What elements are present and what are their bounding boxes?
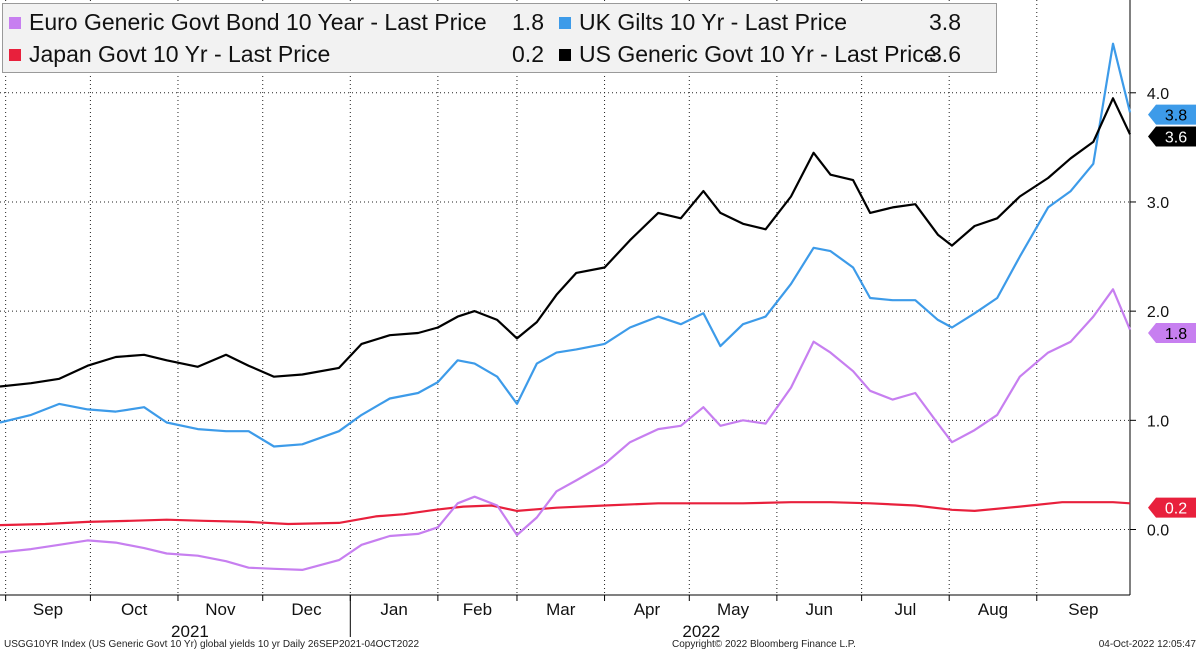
legend-value-uk: 3.8 (929, 9, 961, 35)
x-tick-label: Jan (380, 600, 407, 619)
end-label-tag (1148, 126, 1196, 147)
end-label-value: 3.8 (1165, 108, 1187, 125)
end-label-value: 3.6 (1165, 129, 1187, 146)
y-axis-tick-labels: 0.0 1.0 2.0 3.0 4.0 (1147, 86, 1169, 540)
series-line-euro (0, 288, 1132, 571)
x-tick-label: Jun (806, 600, 833, 619)
end-value-labels: 3.8 3.6 1.8 0.2 (1148, 104, 1196, 518)
legend: Euro Generic Govt Bond 10 Year - Last Pr… (2, 3, 997, 73)
end-label-tag (1148, 104, 1196, 125)
end-label-value: 0.2 (1165, 501, 1187, 518)
footer-copyright: Copyright© 2022 Bloomberg Finance L.P. (672, 639, 856, 650)
series-lines (0, 42, 1132, 571)
x-tick-label: Sep (1068, 600, 1098, 619)
footer-source: USGG10YR Index (US Generic Govt 10 Yr) g… (4, 639, 420, 650)
y-tick-label: 3.0 (1147, 195, 1169, 212)
y-tick-label: 0.0 (1147, 522, 1169, 539)
x-tick-label: Apr (634, 600, 661, 619)
x-tick-label: Mar (546, 600, 576, 619)
footer-timestamp: 04-Oct-2022 12:05:47 (1098, 639, 1196, 650)
legend-item-us: US Generic Govt 10 Yr - Last Price 3.6 (559, 38, 961, 71)
legend-swatch-uk (559, 17, 571, 29)
x-tick-label: Sep (33, 600, 63, 619)
series-line-japan (0, 501, 1131, 527)
legend-swatch-us (559, 49, 571, 61)
series-line-us (0, 97, 1131, 388)
end-label-value: 1.8 (1165, 326, 1187, 343)
series-line-uk (0, 42, 1132, 448)
y-tick-label: 2.0 (1147, 304, 1169, 321)
end-label-tag (1148, 497, 1196, 518)
x-tick-label: Aug (978, 600, 1008, 619)
x-year-label: 2022 (682, 622, 720, 641)
legend-value-us: 3.6 (929, 41, 961, 67)
legend-value-euro: 1.8 (512, 9, 544, 35)
legend-item-uk: UK Gilts 10 Yr - Last Price 3.8 (559, 6, 961, 39)
y-tick-label: 4.0 (1147, 86, 1169, 103)
legend-swatch-euro (9, 17, 21, 29)
x-tick-label: Nov (205, 600, 236, 619)
x-tick-label: Oct (121, 600, 148, 619)
x-tick-label: Dec (291, 600, 322, 619)
legend-label-us: US Generic Govt 10 Yr - Last Price (579, 41, 937, 67)
x-year-label: 2021 (171, 622, 209, 641)
legend-label-uk: UK Gilts 10 Yr - Last Price (579, 9, 847, 35)
x-tick-label: Feb (463, 600, 492, 619)
x-axis-tick-labels: Sep Oct Nov Dec Jan Feb Mar Apr May Jun Jul Aug Sep 2… (33, 600, 1099, 641)
legend-item-euro: Euro Generic Govt Bond 10 Year - Last Pr… (9, 6, 544, 39)
legend-value-japan: 0.2 (512, 41, 544, 67)
end-label-tag (1148, 322, 1196, 343)
x-tick-label: May (717, 600, 750, 619)
legend-item-japan: Japan Govt 10 Yr - Last Price 0.2 (9, 38, 544, 71)
legend-swatch-japan (9, 49, 21, 61)
legend-label-euro: Euro Generic Govt Bond 10 Year - Last Pr… (29, 9, 487, 35)
x-tick-label: Jul (895, 600, 917, 619)
y-tick-label: 1.0 (1147, 413, 1169, 430)
axes (0, 0, 1136, 637)
legend-label-japan: Japan Govt 10 Yr - Last Price (29, 41, 331, 67)
grid-lines (0, 0, 1130, 595)
